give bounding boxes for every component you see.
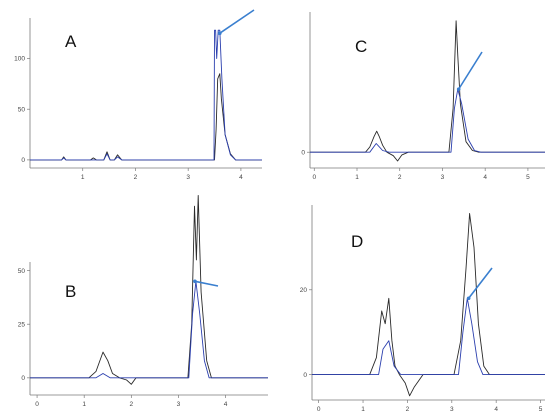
y-tick-label: 25 [18, 321, 26, 328]
x-tick-label: 0 [35, 401, 39, 408]
x-tick-label: 1 [81, 174, 85, 181]
peak-arrow-tip [193, 279, 197, 284]
x-tick-label: 3 [177, 401, 181, 408]
panel-d-letter: D [351, 232, 363, 251]
x-tick-label: 0 [317, 406, 321, 413]
peak-arrow-line [194, 280, 219, 287]
x-tick-label: 3 [441, 174, 445, 181]
peak-arrow-line [219, 9, 255, 34]
peak-arrow-tip [466, 296, 471, 301]
x-tick-label: 4 [483, 174, 487, 181]
trace-blue [312, 297, 545, 376]
panel-d: 0 1 2 3 4 5 0 20 D [300, 205, 545, 413]
panel-b-letter: B [65, 282, 76, 301]
x-tick-label: 5 [526, 174, 530, 181]
peak-arrow-line [458, 51, 483, 90]
trace-black [30, 73, 262, 161]
panel-c-plot: 0 1 2 3 4 5 0 [301, 12, 545, 181]
x-tick-label: 2 [130, 401, 134, 408]
x-tick-label: 1 [361, 406, 365, 413]
trace-blue [30, 29, 262, 161]
x-tick-label: 2 [406, 406, 410, 413]
panel-a: 1 2 3 4 0 50 100 A [14, 9, 262, 181]
x-tick-label: 1 [355, 174, 359, 181]
peak-arrow-tip [218, 31, 222, 36]
panel-b-plot: 0 1 2 3 4 0 25 50 [18, 195, 268, 408]
x-tick-label: 4 [494, 406, 498, 413]
x-tick-label: 4 [239, 174, 243, 181]
y-tick-label: 0 [301, 149, 305, 156]
y-tick-label: 100 [14, 56, 25, 63]
y-tick-label: 50 [18, 268, 26, 275]
x-tick-label: 3 [450, 406, 454, 413]
y-tick-label: 50 [18, 106, 26, 113]
peak-arrow-tip [456, 87, 461, 91]
panel-c: 0 1 2 3 4 5 0 C [301, 12, 545, 181]
y-tick-label: 0 [21, 157, 25, 164]
trace-blue [310, 88, 545, 153]
panel-a-plot: 1 2 3 4 0 50 100 [14, 9, 262, 181]
trace-black [310, 20, 545, 162]
panel-d-plot: 0 1 2 3 4 5 0 20 [300, 205, 545, 413]
x-tick-label: 3 [186, 174, 190, 181]
x-tick-label: 4 [224, 401, 228, 408]
panel-c-letter: C [355, 37, 367, 56]
x-tick-label: 2 [398, 174, 402, 181]
panel-a-letter: A [65, 32, 77, 51]
y-tick-label: 20 [300, 287, 308, 294]
x-tick-label: 2 [134, 174, 138, 181]
y-tick-label: 0 [303, 372, 307, 379]
x-tick-label: 0 [312, 174, 316, 181]
peak-arrow-line [468, 267, 493, 299]
x-tick-label: 5 [539, 406, 543, 413]
trace-blue [30, 280, 268, 379]
x-tick-label: 1 [82, 401, 86, 408]
panel-b: 0 1 2 3 4 0 25 50 B [18, 195, 268, 408]
y-tick-label: 0 [21, 375, 25, 382]
trace-black [312, 213, 545, 397]
